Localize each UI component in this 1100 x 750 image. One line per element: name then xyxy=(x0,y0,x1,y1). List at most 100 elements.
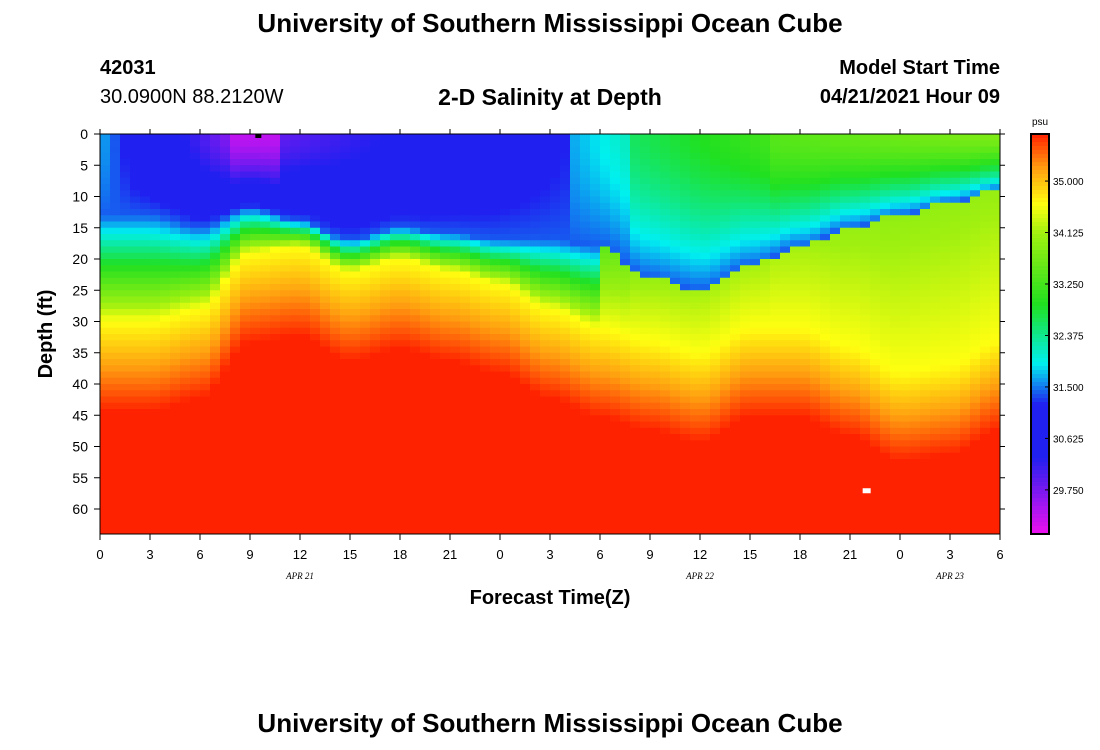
heatmap-cell xyxy=(110,446,121,454)
heatmap-cell xyxy=(100,365,111,373)
heatmap-cell xyxy=(670,140,681,148)
heatmap-cell xyxy=(500,409,511,416)
heatmap-cell xyxy=(410,465,421,473)
heatmap-cell xyxy=(380,521,391,529)
heatmap-cell xyxy=(630,359,641,366)
heatmap-cell xyxy=(530,140,541,148)
heatmap-cell xyxy=(760,252,771,260)
heatmap-cell xyxy=(130,202,141,210)
heatmap-cell xyxy=(790,415,801,423)
heatmap-cell xyxy=(520,340,531,348)
heatmap-cell xyxy=(150,296,161,304)
heatmap-cell xyxy=(520,359,531,366)
heatmap-cell xyxy=(220,371,231,379)
heatmap-cell xyxy=(420,227,431,235)
heatmap-cell xyxy=(550,452,561,460)
heatmap-cell xyxy=(120,259,131,266)
heatmap-cell xyxy=(590,140,601,148)
heatmap-cell xyxy=(390,509,401,516)
heatmap-cell xyxy=(440,409,451,416)
heatmap-cell xyxy=(460,471,471,479)
heatmap-cell xyxy=(500,259,511,266)
heatmap-cell xyxy=(290,321,301,329)
heatmap-cell xyxy=(100,465,111,473)
heatmap-cell xyxy=(180,252,191,260)
heatmap-cell xyxy=(680,371,691,379)
heatmap-cell xyxy=(210,396,221,404)
heatmap-cell xyxy=(210,484,221,491)
heatmap-cell xyxy=(190,527,201,534)
heatmap-cell xyxy=(120,377,131,385)
heatmap-cell xyxy=(860,302,871,310)
heatmap-cell xyxy=(310,509,321,516)
heatmap-cell xyxy=(580,390,591,398)
heatmap-cell xyxy=(840,296,851,304)
heatmap-cell xyxy=(290,315,301,323)
station-id: 42031 xyxy=(100,57,156,79)
heatmap-cell xyxy=(470,296,481,304)
heatmap-cell xyxy=(530,446,541,454)
heatmap-cell xyxy=(630,527,641,534)
heatmap-cell xyxy=(560,415,571,423)
heatmap-cell xyxy=(630,290,641,298)
heatmap-cell xyxy=(700,159,711,166)
heatmap-cell xyxy=(650,384,661,391)
heatmap-cell xyxy=(560,446,571,454)
heatmap-cell xyxy=(400,352,411,360)
heatmap-cell xyxy=(780,402,791,410)
heatmap-cell xyxy=(510,321,521,329)
heatmap-cell xyxy=(780,452,791,460)
heatmap-cell xyxy=(820,427,831,435)
heatmap-cell xyxy=(290,440,301,448)
heatmap-cell xyxy=(550,484,561,491)
heatmap-cell xyxy=(120,159,131,166)
heatmap-cell xyxy=(670,509,681,516)
heatmap-cell xyxy=(850,209,861,216)
heatmap-cell xyxy=(340,502,351,510)
heatmap-cell xyxy=(170,184,181,191)
heatmap-cell xyxy=(640,434,651,441)
heatmap-cell xyxy=(860,465,871,473)
heatmap-cell xyxy=(120,146,131,154)
heatmap-cell xyxy=(810,409,821,416)
heatmap-cell xyxy=(850,321,861,329)
heatmap-cell xyxy=(540,471,551,479)
heatmap-cell xyxy=(520,390,531,398)
heatmap-cell xyxy=(460,452,471,460)
heatmap-cell xyxy=(400,277,411,285)
heatmap-cell xyxy=(500,427,511,435)
heatmap-cell xyxy=(400,384,411,391)
heatmap-cell xyxy=(330,459,341,466)
heatmap-cell xyxy=(470,321,481,329)
heatmap-cell xyxy=(100,259,111,266)
heatmap-cell xyxy=(340,196,351,204)
heatmap-cell xyxy=(270,390,281,398)
heatmap-cell xyxy=(190,365,201,373)
heatmap-cell xyxy=(540,265,551,273)
heatmap-cell xyxy=(610,409,621,416)
heatmap-cell xyxy=(610,334,621,341)
heatmap-cell xyxy=(330,515,341,523)
heatmap-cell xyxy=(590,284,601,291)
heatmap-cell xyxy=(290,284,301,291)
heatmap-cell xyxy=(670,359,681,366)
heatmap-cell xyxy=(660,209,671,216)
heatmap-cell xyxy=(260,334,271,341)
heatmap-cell xyxy=(230,171,241,179)
heatmap-cell xyxy=(470,202,481,210)
heatmap-cell xyxy=(180,271,191,279)
heatmap-cell xyxy=(490,452,501,460)
heatmap-cell xyxy=(760,327,771,335)
heatmap-cell xyxy=(590,384,601,391)
heatmap-cell xyxy=(370,509,381,516)
heatmap-cell xyxy=(740,421,751,429)
heatmap-cell xyxy=(180,402,191,410)
heatmap-cell xyxy=(480,396,491,404)
heatmap-cell xyxy=(620,440,631,448)
heatmap-cell xyxy=(770,340,781,348)
heatmap-cell xyxy=(540,165,551,173)
heatmap-cell xyxy=(770,471,781,479)
heatmap-cell xyxy=(280,290,291,298)
heatmap-cell xyxy=(580,452,591,460)
heatmap-cell xyxy=(590,334,601,341)
